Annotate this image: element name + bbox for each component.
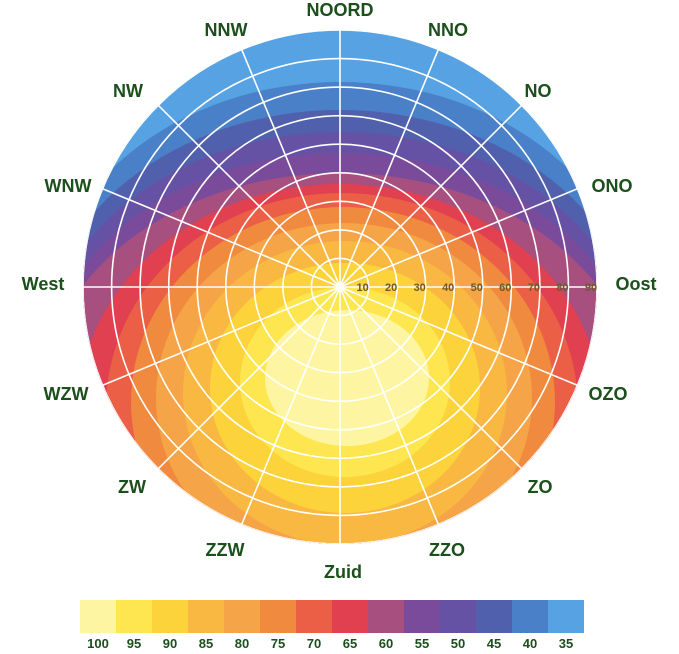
- direction-label-nnw: NNW: [205, 20, 248, 40]
- legend-label-95: 95: [127, 636, 141, 651]
- direction-label-wzw: WZW: [44, 384, 89, 404]
- grid-spoke: [339, 104, 523, 288]
- legend-swatch-45: [476, 600, 512, 633]
- legend-swatch-90: [152, 600, 188, 633]
- grid-spoke: [102, 286, 341, 387]
- direction-label-nw: NW: [113, 81, 143, 101]
- legend-label-85: 85: [199, 636, 213, 651]
- direction-label-o: Oost: [615, 274, 656, 294]
- grid-spoke: [157, 286, 341, 470]
- legend-swatch-60: [368, 600, 404, 633]
- ring-label-20: 20: [385, 282, 397, 294]
- compass-direction-labels: NOORD NNO NO ONO Oost OZO ZO ZZO Zuid ZZW ZW WZW Wes…: [22, 0, 657, 582]
- legend-label-35: 35: [559, 636, 573, 651]
- legend-swatch-70: [296, 600, 332, 633]
- band-100: [265, 310, 429, 446]
- color-legend: 100 95 90 85 80 75 70 65 60 55 50 45 40 35: [80, 600, 584, 651]
- ring-label-70: 70: [528, 282, 540, 294]
- direction-label-zzw: ZZW: [206, 540, 245, 560]
- legend-label-50: 50: [451, 636, 465, 651]
- grid-spoke: [102, 187, 341, 288]
- direction-label-nno: NNO: [428, 20, 468, 40]
- legend-label-45: 45: [487, 636, 501, 651]
- direction-label-zw: ZW: [118, 477, 146, 497]
- legend-label-65: 65: [343, 636, 357, 651]
- ring-scale-labels: 10 20 30 40 50 60 70 80 90: [356, 282, 597, 294]
- grid-spoke: [339, 49, 440, 288]
- legend-label-80: 80: [235, 636, 249, 651]
- legend-swatch-35: [548, 600, 584, 633]
- legend-swatch-75: [260, 600, 296, 633]
- direction-label-n: NOORD: [307, 0, 374, 20]
- direction-label-z: Zuid: [324, 562, 362, 582]
- legend-label-75: 75: [271, 636, 285, 651]
- ring-label-30: 30: [414, 282, 426, 294]
- grid-spoke: [339, 286, 440, 525]
- direction-label-ozo: OZO: [589, 384, 628, 404]
- legend-swatch-95: [116, 600, 152, 633]
- grid-spoke: [339, 187, 578, 288]
- ring-label-10: 10: [356, 282, 368, 294]
- legend-swatch-50: [440, 600, 476, 633]
- direction-label-zo: ZO: [528, 477, 553, 497]
- legend-swatch-65: [332, 600, 368, 633]
- grid-spoke: [339, 286, 578, 387]
- ring-label-60: 60: [499, 282, 511, 294]
- legend-swatch-85: [188, 600, 224, 633]
- legend-label-55: 55: [415, 636, 429, 651]
- polar-grid: [83, 30, 597, 544]
- direction-label-no: NO: [525, 81, 552, 101]
- legend-label-90: 90: [163, 636, 177, 651]
- direction-label-zzo: ZZO: [429, 540, 465, 560]
- ring-label-80: 80: [556, 282, 568, 294]
- grid-spoke: [339, 286, 523, 470]
- ring-label-40: 40: [442, 282, 454, 294]
- legend-label-100: 100: [87, 636, 109, 651]
- direction-label-w: West: [22, 274, 65, 294]
- legend-label-40: 40: [523, 636, 537, 651]
- grid-spoke: [240, 49, 341, 288]
- legend-label-60: 60: [379, 636, 393, 651]
- grid-spoke: [157, 104, 341, 288]
- direction-label-ono: ONO: [591, 176, 632, 196]
- legend-swatch-40: [512, 600, 548, 633]
- direction-label-wnw: WNW: [45, 176, 92, 196]
- legend-swatch-100: [80, 600, 116, 633]
- ring-label-50: 50: [471, 282, 483, 294]
- legend-swatch-80: [224, 600, 260, 633]
- ring-label-90: 90: [585, 282, 597, 294]
- legend-label-70: 70: [307, 636, 321, 651]
- grid-spoke: [240, 286, 341, 525]
- legend-swatch-55: [404, 600, 440, 633]
